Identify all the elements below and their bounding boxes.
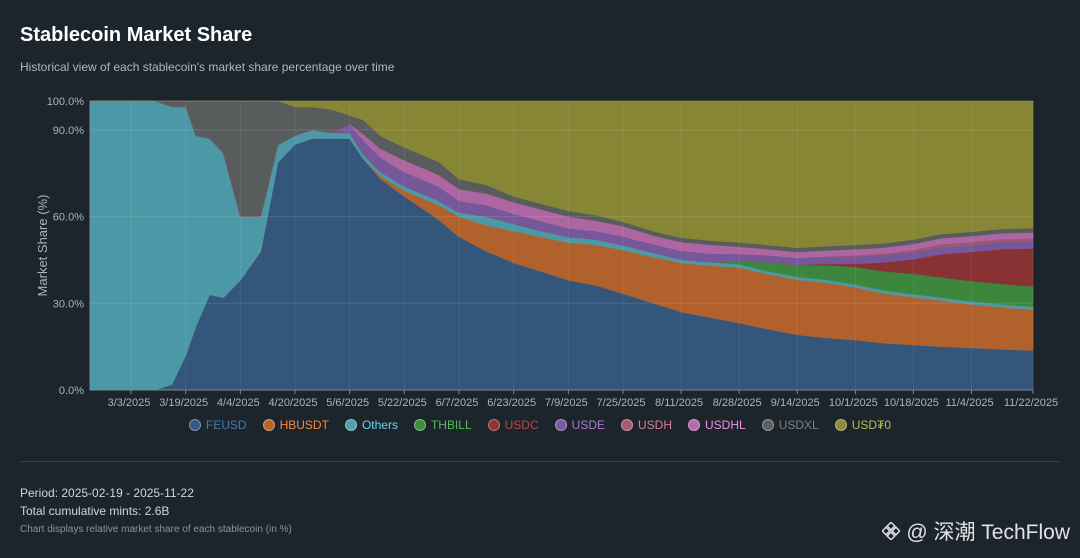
legend-label: USDHL (705, 418, 746, 432)
legend-item-feusd[interactable]: FEUSD (188, 418, 247, 432)
x-tick-label: 5/6/2025 (326, 397, 369, 409)
legend-item-usde[interactable]: USDE (554, 418, 605, 432)
chart-legend: FEUSD HBUSDT Others THBILL USDC USDE USDH USDHL… (0, 418, 1080, 432)
x-tick-label: 9/14/2025 (771, 397, 820, 409)
legend-swatch (688, 419, 701, 431)
y-axis-title: Market Share (%) (35, 195, 50, 297)
legend-label: HBUSDT (279, 418, 329, 432)
legend-swatch (554, 419, 567, 431)
x-tick-label: 11/4/2025 (945, 397, 993, 409)
y-tick-label: 90.0% (53, 125, 84, 137)
x-tick-label: 5/22/2025 (378, 397, 427, 409)
chart-title: Stablecoin Market Share (20, 24, 253, 46)
x-tick-label: 3/19/2025 (159, 397, 208, 409)
stacked-area-chart: 0.0% 30.0% 60.0% 90.0% 100.0% 3/3/2025 3/19/20… (35, 96, 1058, 409)
chart-note: Chart displays relative market share of … (20, 524, 292, 535)
y-tick-label: 100.0% (47, 96, 85, 108)
area-series-usd0 (90, 100, 1034, 249)
y-tick-label: 60.0% (53, 212, 84, 224)
x-tick-label: 4/20/2025 (269, 397, 318, 409)
legend-item-usdh[interactable]: USDH (621, 418, 672, 432)
legend-item-others[interactable]: Others (344, 418, 398, 432)
legend-swatch (487, 419, 500, 431)
legend-label: USDH (638, 418, 673, 432)
legend-swatch (621, 419, 633, 431)
legend-label: USDXL (778, 418, 819, 432)
legend-label: Others (361, 418, 398, 432)
x-tick-label: 7/25/2025 (597, 397, 646, 409)
x-tick-label: 6/7/2025 (436, 397, 479, 409)
legend-item-usdc[interactable]: USDC (487, 418, 539, 432)
x-tick-label: 8/11/2025 (655, 397, 703, 409)
legend-swatch (344, 419, 357, 431)
legend-item-thbill[interactable]: THBILL (413, 418, 472, 432)
legend-item-usdhl[interactable]: USDHL (688, 418, 746, 432)
watermark: @ 深潮 TechFlow (882, 516, 1070, 546)
legend-swatch (761, 419, 774, 431)
period-text: Period: 2025-02-19 - 2025-11-22 (20, 486, 194, 500)
x-tick-label: 6/23/2025 (487, 397, 536, 409)
legend-label: THBILL (430, 418, 472, 432)
x-tick-label: 11/22/2025 (1004, 397, 1058, 409)
chart-subtitle: Historical view of each stablecoin's mar… (20, 60, 395, 74)
legend-swatch (188, 419, 201, 431)
y-tick-label: 0.0% (59, 385, 84, 397)
x-tick-label: 10/18/2025 (884, 397, 939, 409)
watermark-text: @ 深潮 TechFlow (906, 521, 1070, 544)
legend-label: USDE (571, 418, 605, 432)
y-tick-label: 30.0% (53, 298, 84, 310)
legend-label: FEUSD (205, 418, 247, 432)
x-tick-label: 10/1/2025 (829, 397, 878, 409)
legend-item-hbusdt[interactable]: HBUSDT (262, 418, 329, 432)
x-tick-label: 7/9/2025 (545, 397, 588, 409)
legend-swatch (413, 419, 426, 431)
legend-swatch (834, 419, 847, 431)
binance-logo-icon (882, 522, 901, 540)
legend-label: USD₮0 (851, 418, 892, 432)
legend-swatch (262, 419, 275, 431)
x-tick-label: 8/28/2025 (713, 397, 762, 409)
x-tick-label: 4/4/2025 (217, 397, 260, 409)
x-tick-label: 3/3/2025 (108, 397, 151, 409)
legend-label: USDC (504, 418, 539, 432)
cumulative-mints-text: Total cumulative mints: 2.6B (20, 504, 170, 518)
divider (20, 461, 1060, 462)
legend-item-usd0[interactable]: USD₮0 (834, 418, 892, 432)
legend-item-usdxl[interactable]: USDXL (761, 418, 819, 432)
